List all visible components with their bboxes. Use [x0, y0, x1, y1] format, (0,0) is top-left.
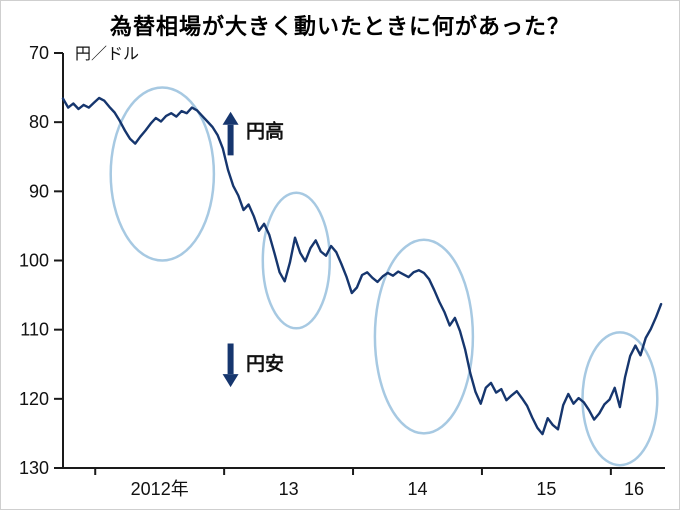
x-tick-label: 2012年 [131, 479, 189, 499]
y-tick-label: 130 [19, 458, 49, 478]
y-tick-label: 80 [29, 112, 49, 132]
yen-appreciation-label: 円高 [246, 119, 284, 142]
exchange-rate-line [61, 96, 663, 436]
chart-title: 為替相場が大きく動いたときに何があった？ [109, 14, 570, 39]
highlight-ellipse [373, 238, 475, 435]
x-tick-label: 13 [279, 479, 299, 499]
yen-depreciation-label: 円安 [246, 352, 284, 375]
yen-appreciation-arrow-head [222, 111, 239, 125]
y-axis-unit-label: 円／ドル [75, 46, 139, 63]
highlight-ellipse [581, 331, 659, 467]
y-tick-label: 110 [20, 320, 49, 340]
x-tick-label: 16 [624, 479, 644, 499]
highlight-ellipse [109, 86, 216, 262]
highlight-ellipse [261, 191, 332, 330]
x-tick-label: 14 [407, 479, 427, 499]
y-tick-label: 70 [29, 45, 49, 63]
y-tick-label: 100 [19, 251, 49, 271]
y-tick-label: 120 [19, 389, 49, 409]
x-tick-label: 15 [536, 479, 556, 499]
yen-depreciation-arrow-head [222, 374, 239, 388]
y-tick-label: 90 [29, 181, 49, 201]
